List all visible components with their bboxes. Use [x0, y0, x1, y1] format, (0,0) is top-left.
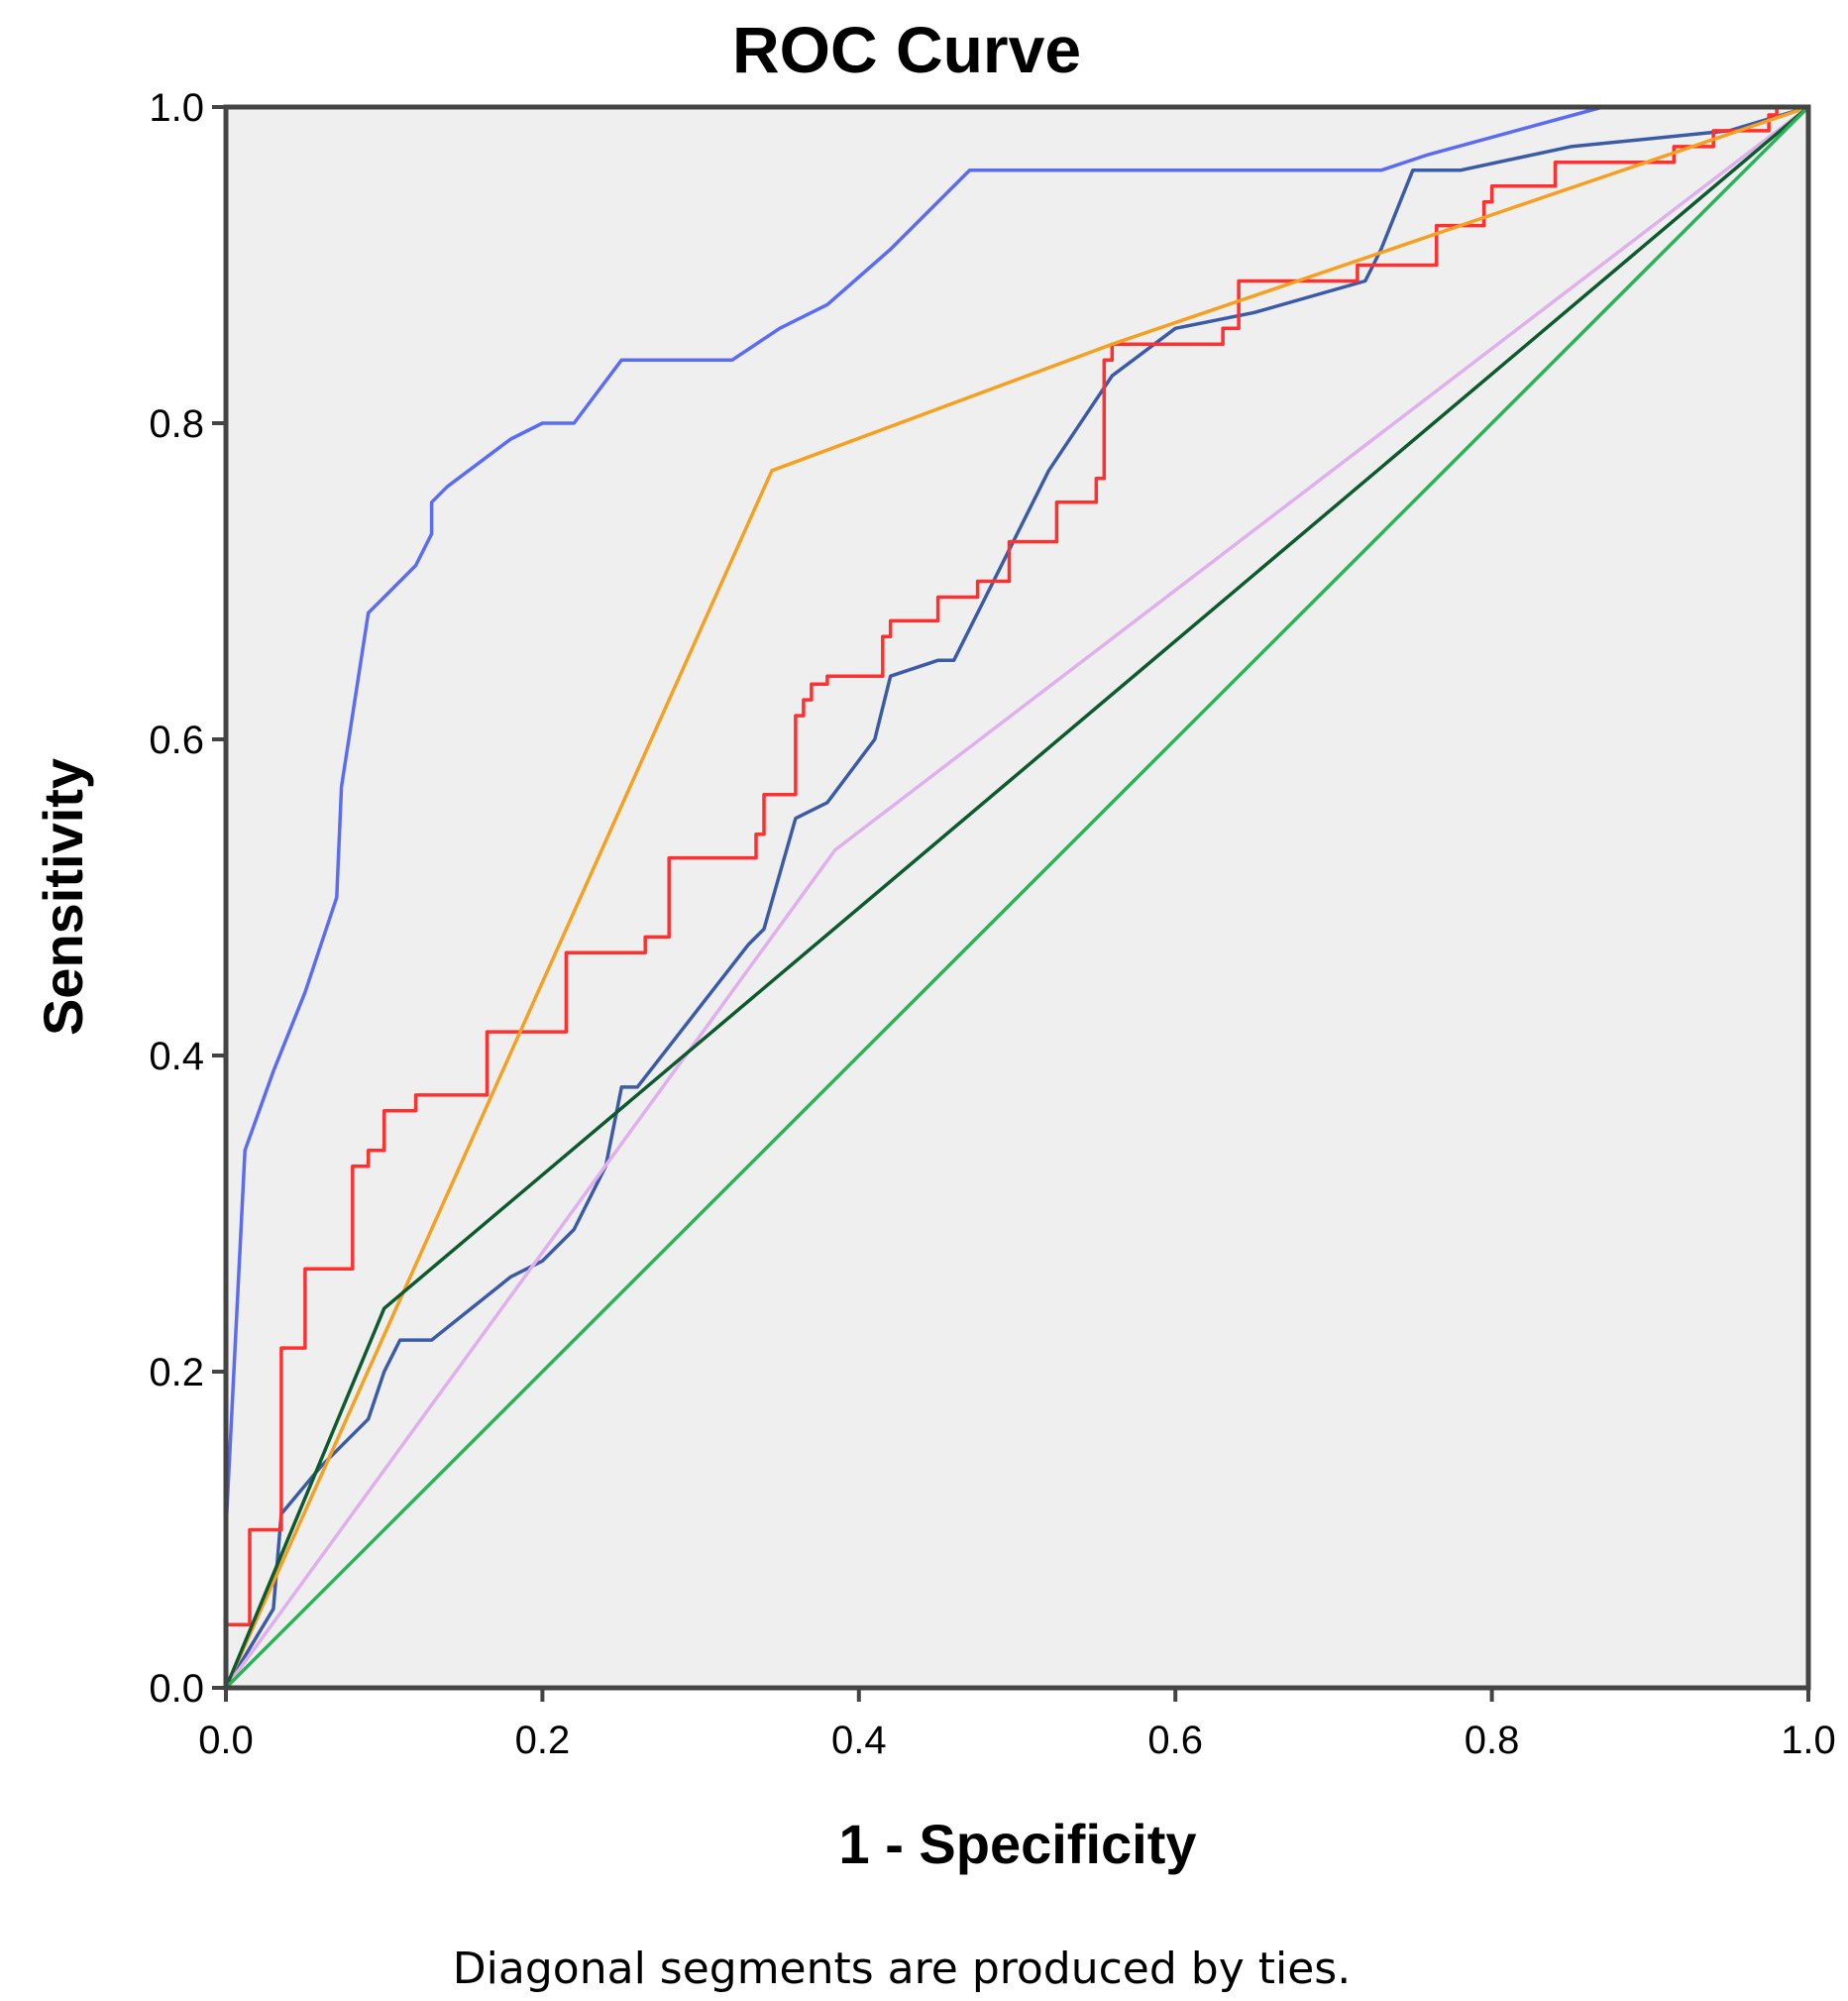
y-tick-label: 0.6 — [149, 719, 204, 762]
chart-footnote: Diagonal segments are produced by ties. — [453, 1944, 1351, 1994]
x-tick-label: 0.2 — [515, 1719, 571, 1762]
series-line-curve-pink — [224, 105, 1810, 1690]
y-axis-label: Sensitivity — [32, 758, 94, 1036]
x-axis-ticks: 0.0 0.2 0.4 0.6 0.8 1.0 — [198, 1688, 1836, 1762]
y-tick-label: 0.0 — [149, 1667, 204, 1711]
x-tick-label: 1.0 — [1781, 1719, 1836, 1762]
y-axis-ticks: 0.0 0.2 0.4 0.6 0.8 1.0 — [149, 86, 226, 1711]
x-tick-label: 0.6 — [1147, 1719, 1203, 1762]
x-axis-label: 1 - Specificity — [838, 1813, 1196, 1875]
y-tick-label: 1.0 — [149, 86, 204, 130]
series-line-reference-line — [224, 105, 1810, 1690]
plot-frame — [223, 104, 1811, 1691]
series-line-curve-red — [224, 105, 1808, 1688]
series-line-curve-light-blue — [224, 105, 1808, 1688]
series-line-curve-dark-green — [224, 105, 1810, 1689]
y-tick-label: 0.8 — [149, 402, 204, 446]
series-layer — [224, 105, 1810, 1690]
series-line-curve-orange — [224, 105, 1809, 1689]
x-tick-label: 0.0 — [198, 1719, 254, 1762]
x-tick-label: 0.4 — [831, 1719, 887, 1762]
x-tick-label: 0.8 — [1465, 1719, 1520, 1762]
y-tick-label: 0.4 — [149, 1035, 204, 1078]
chart-title: ROC Curve — [732, 13, 1081, 86]
y-tick-label: 0.2 — [149, 1351, 204, 1394]
